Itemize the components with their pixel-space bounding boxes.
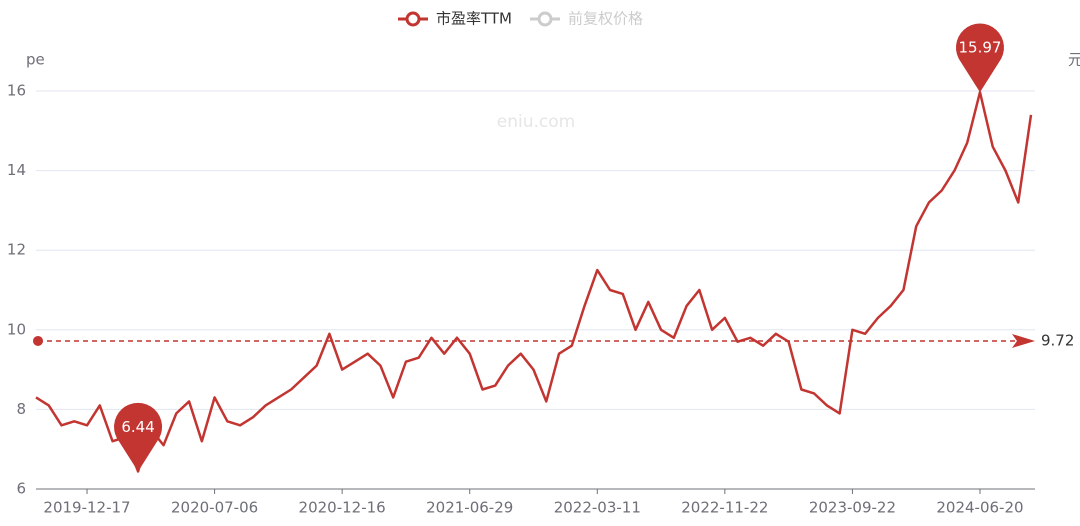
legend-icon [405,11,421,27]
x-tick-label: 2022-11-22 [681,499,768,517]
average-start [33,335,43,346]
min-label: 6.44 [121,418,154,436]
y-tick-label: 10 [7,320,26,338]
legend-label[interactable]: 市盈率TTM [436,10,512,28]
y-tick-label: 12 [7,241,26,259]
average-label: 9.72 [1041,331,1074,349]
x-tick-label: 2024-06-20 [936,499,1023,517]
average-arrow [1012,333,1035,348]
watermark: eniu.com [497,112,575,132]
x-tick-label: 2022-03-11 [554,499,641,517]
x-tick-label: 2021-06-29 [426,499,513,517]
y-tick-label: 16 [7,82,26,100]
y-tick-label: 8 [16,400,26,418]
x-tick-label: 2019-12-17 [43,499,130,517]
data-line [35,90,1033,473]
y-axis-label: pe [26,51,45,69]
legend-label[interactable]: 前复权价格 [568,10,643,28]
max-pin [955,23,1004,93]
y-tick-label: 14 [7,161,26,179]
y-tick-label: 6 [16,480,26,498]
y2-axis-label: 元 [1068,51,1080,69]
x-tick-label: 2020-12-16 [299,499,386,517]
x-tick-label: 2020-07-06 [171,499,258,517]
max-label: 15.97 [958,39,1001,57]
x-tick-label: 2023-09-22 [809,499,896,517]
legend-icon [537,11,553,27]
min-pin [114,402,163,472]
